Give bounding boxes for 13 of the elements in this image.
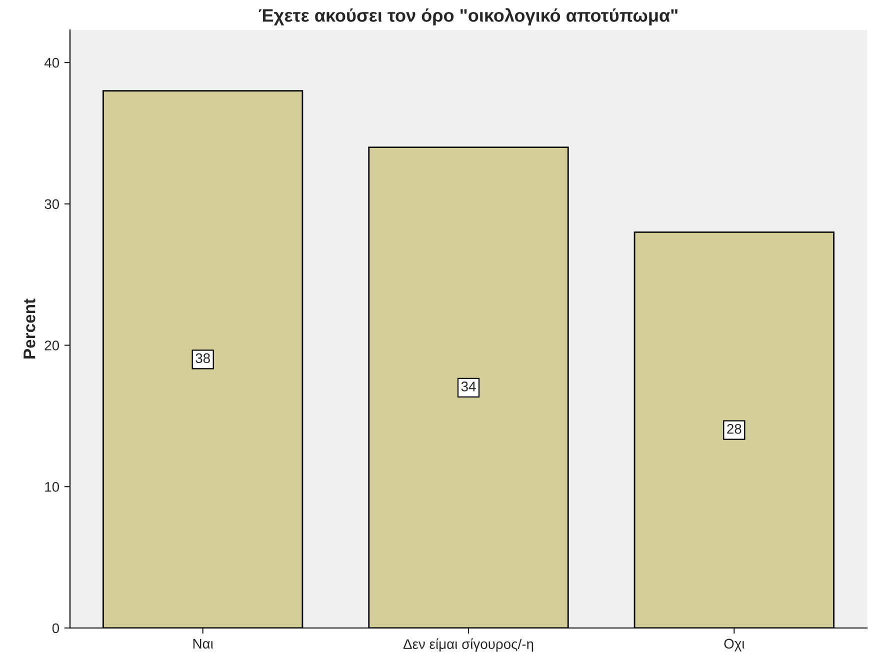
x-tick-label: Δεν είμαι σίγουρος/-η	[403, 638, 534, 652]
y-axis-title: Percent	[24, 298, 36, 358]
chart-title: Έχετε ακούσει τον όρο "οικολογικό αποτύπωμα"	[258, 8, 678, 26]
y-tick-label: 0	[52, 623, 60, 634]
y-tick-label: 30	[44, 199, 60, 210]
y-tick-label: 20	[44, 340, 60, 350]
data-label: 28	[727, 424, 742, 434]
x-tick-label: Ναι	[193, 638, 214, 649]
y-tick-label: 40	[44, 58, 60, 68]
data-label: 34	[461, 382, 476, 392]
y-tick-label: 10	[45, 482, 60, 492]
x-tick-label: Οχι	[724, 638, 744, 652]
data-label: 38	[196, 353, 210, 364]
